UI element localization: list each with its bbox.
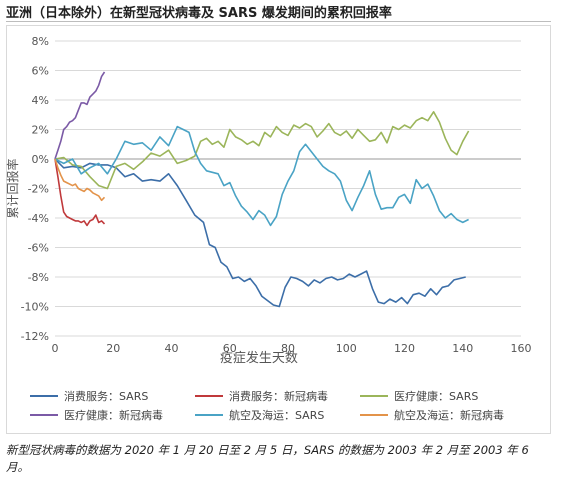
series-line-3 — [54, 111, 470, 190]
legend-label: 航空及海运：SARS — [229, 409, 325, 422]
x-tick-label: 0 — [52, 342, 59, 355]
legend-item: 消费服务：新冠病毒 — [195, 388, 328, 404]
footnote: 新型冠状病毒的数据为 2020 年 1 月 20 日至 2 月 5 日，SARS… — [6, 443, 529, 474]
legend-label: 消费服务：新冠病毒 — [229, 390, 328, 403]
legend-swatch — [195, 414, 223, 416]
y-tick-label: -2% — [28, 183, 49, 196]
y-tick-label: 6% — [32, 65, 49, 78]
series-line-5 — [54, 125, 469, 227]
legend-swatch — [30, 414, 58, 416]
x-tick-label: 100 — [336, 342, 357, 355]
y-tick-labels: -12% -10% -8% -6% -4% -2% 0% 2% 4% 6% 8% — [21, 35, 49, 343]
legend-item: 医疗健康：新冠病毒 — [30, 407, 163, 423]
y-tick-label: 0% — [32, 153, 49, 166]
y-tick-label: 2% — [32, 124, 49, 137]
chart-legend: 消费服务：SARS 消费服务：新冠病毒 医疗健康：SARS 医疗健康：新冠病毒 航空及海… — [30, 383, 545, 429]
y-tick-label: -8% — [28, 271, 49, 284]
chart-title: 亚洲（日本除外）在新型冠状病毒及 SARS 爆发期间的累积回报率 — [6, 6, 392, 21]
legend-item: 航空及海运：SARS — [195, 407, 324, 423]
x-axis-label: 疫症发生天数 — [220, 350, 298, 366]
x-tick-label: 120 — [394, 342, 415, 355]
legend-label: 医疗健康：新冠病毒 — [64, 409, 163, 422]
x-tick-labels: 0 20 40 60 80 100 120 140 160 — [52, 342, 532, 355]
series-line-1 — [54, 158, 466, 308]
x-tick-label: 60 — [223, 342, 237, 355]
legend-label: 消费服务：SARS — [64, 390, 149, 403]
series-line-6 — [54, 158, 106, 202]
y-tick-label: -10% — [21, 301, 49, 314]
x-tick-label: 140 — [452, 342, 473, 355]
y-tick-label: -4% — [28, 212, 49, 225]
legend-item: 消费服务：SARS — [30, 388, 148, 404]
title-rule — [6, 21, 551, 22]
x-tick-label: 20 — [106, 342, 120, 355]
legend-swatch — [30, 395, 58, 397]
series-line-2 — [54, 158, 106, 227]
legend-swatch — [360, 414, 388, 416]
series-lines — [54, 71, 470, 308]
y-tick-label: -12% — [21, 330, 49, 343]
legend-item: 航空及海运：新冠病毒 — [360, 407, 504, 423]
y-tick-label: -6% — [28, 242, 49, 255]
y-tick-label: 8% — [32, 35, 49, 48]
x-tick-label: 80 — [281, 342, 295, 355]
series-line-4 — [54, 71, 106, 160]
legend-label: 医疗健康：SARS — [394, 390, 479, 403]
legend-swatch — [360, 395, 388, 397]
grid-lines — [55, 40, 521, 337]
chart-frame — [6, 25, 551, 434]
x-tick-label: 40 — [165, 342, 179, 355]
x-tick-label: 160 — [511, 342, 532, 355]
legend-item: 医疗健康：SARS — [360, 388, 478, 404]
legend-label: 航空及海运：新冠病毒 — [394, 409, 504, 422]
legend-swatch — [195, 395, 223, 397]
y-axis-label: 累计回报率 — [5, 158, 20, 218]
y-tick-label: 4% — [32, 94, 49, 107]
